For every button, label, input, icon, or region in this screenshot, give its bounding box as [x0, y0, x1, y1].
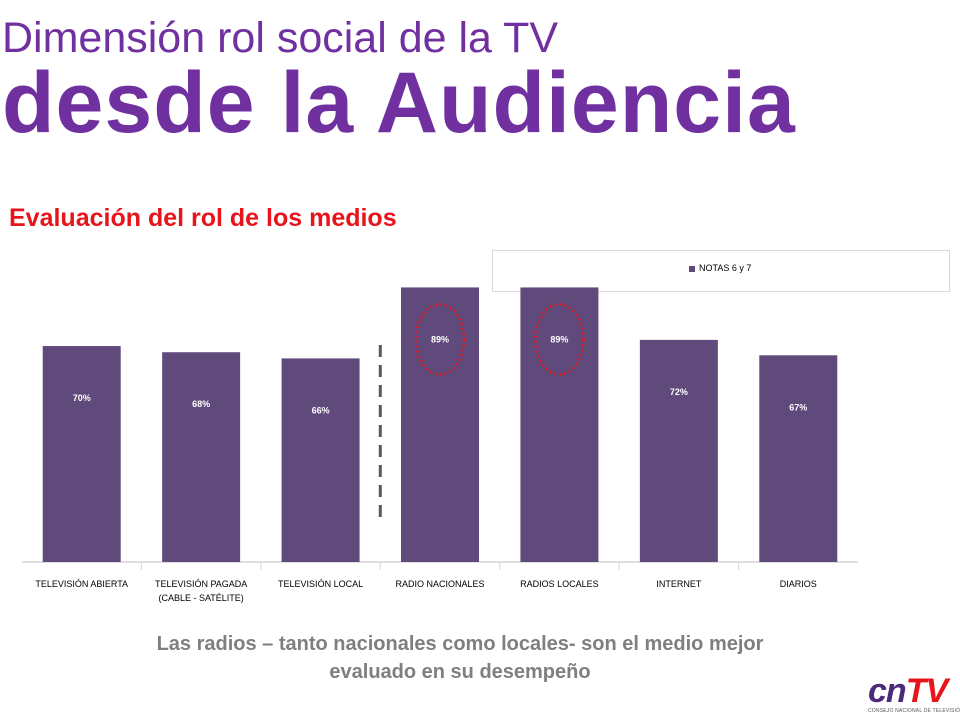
legend-label: NOTAS 6 y 7 [699, 263, 752, 273]
chart-legend: NOTAS 6 y 7 [492, 250, 950, 292]
cntv-logo: cnTV CONSEJO NACIONAL DE TELEVISIÓN [868, 674, 960, 720]
bar [281, 358, 360, 562]
bar [639, 339, 718, 562]
caption-line2: evaluado en su desempeño [329, 661, 591, 683]
highlight-ellipse [534, 303, 585, 376]
page-title-line1: Dimensión rol social de la TV [2, 14, 559, 62]
x-tick-label: RADIO NACIONALES [395, 579, 484, 589]
bar [162, 352, 241, 562]
page-title-line2: desde la Audiencia [2, 55, 796, 151]
data-label: 67% [789, 402, 807, 412]
section-title: Evaluación del rol de los medios [9, 204, 397, 232]
bar [759, 355, 838, 562]
chart-caption: Las radios – tanto nacionales como local… [80, 630, 840, 686]
x-tick-label: (CABLE - SATÉLITE) [158, 593, 243, 603]
x-tick-label: TELEVISIÓN LOCAL [278, 579, 363, 589]
logo-mark-cn: cn [868, 672, 907, 710]
data-label: 70% [73, 393, 91, 403]
data-label: 89% [431, 334, 449, 344]
data-label: 89% [550, 334, 568, 344]
x-tick-label: DIARIOS [780, 579, 817, 589]
caption-line1: Las radios – tanto nacionales como local… [156, 633, 764, 655]
highlight-ellipse [414, 303, 466, 376]
bar [42, 346, 121, 562]
legend-swatch [689, 266, 695, 272]
x-tick-label: RADIOS LOCALES [520, 579, 599, 589]
data-label: 68% [192, 399, 210, 409]
logo-mark: cnTV [868, 674, 960, 708]
x-tick-label: TELEVISIÓN ABIERTA [35, 579, 128, 589]
data-label: 66% [312, 405, 330, 415]
x-tick-label: TELEVISIÓN PAGADA [155, 579, 247, 589]
bar [401, 287, 479, 562]
logo-mark-tv: TV [905, 672, 948, 710]
bar [520, 287, 599, 562]
x-tick-label: INTERNET [656, 579, 702, 589]
logo-subtitle: CONSEJO NACIONAL DE TELEVISIÓN [868, 708, 960, 714]
data-label: 72% [670, 387, 688, 397]
